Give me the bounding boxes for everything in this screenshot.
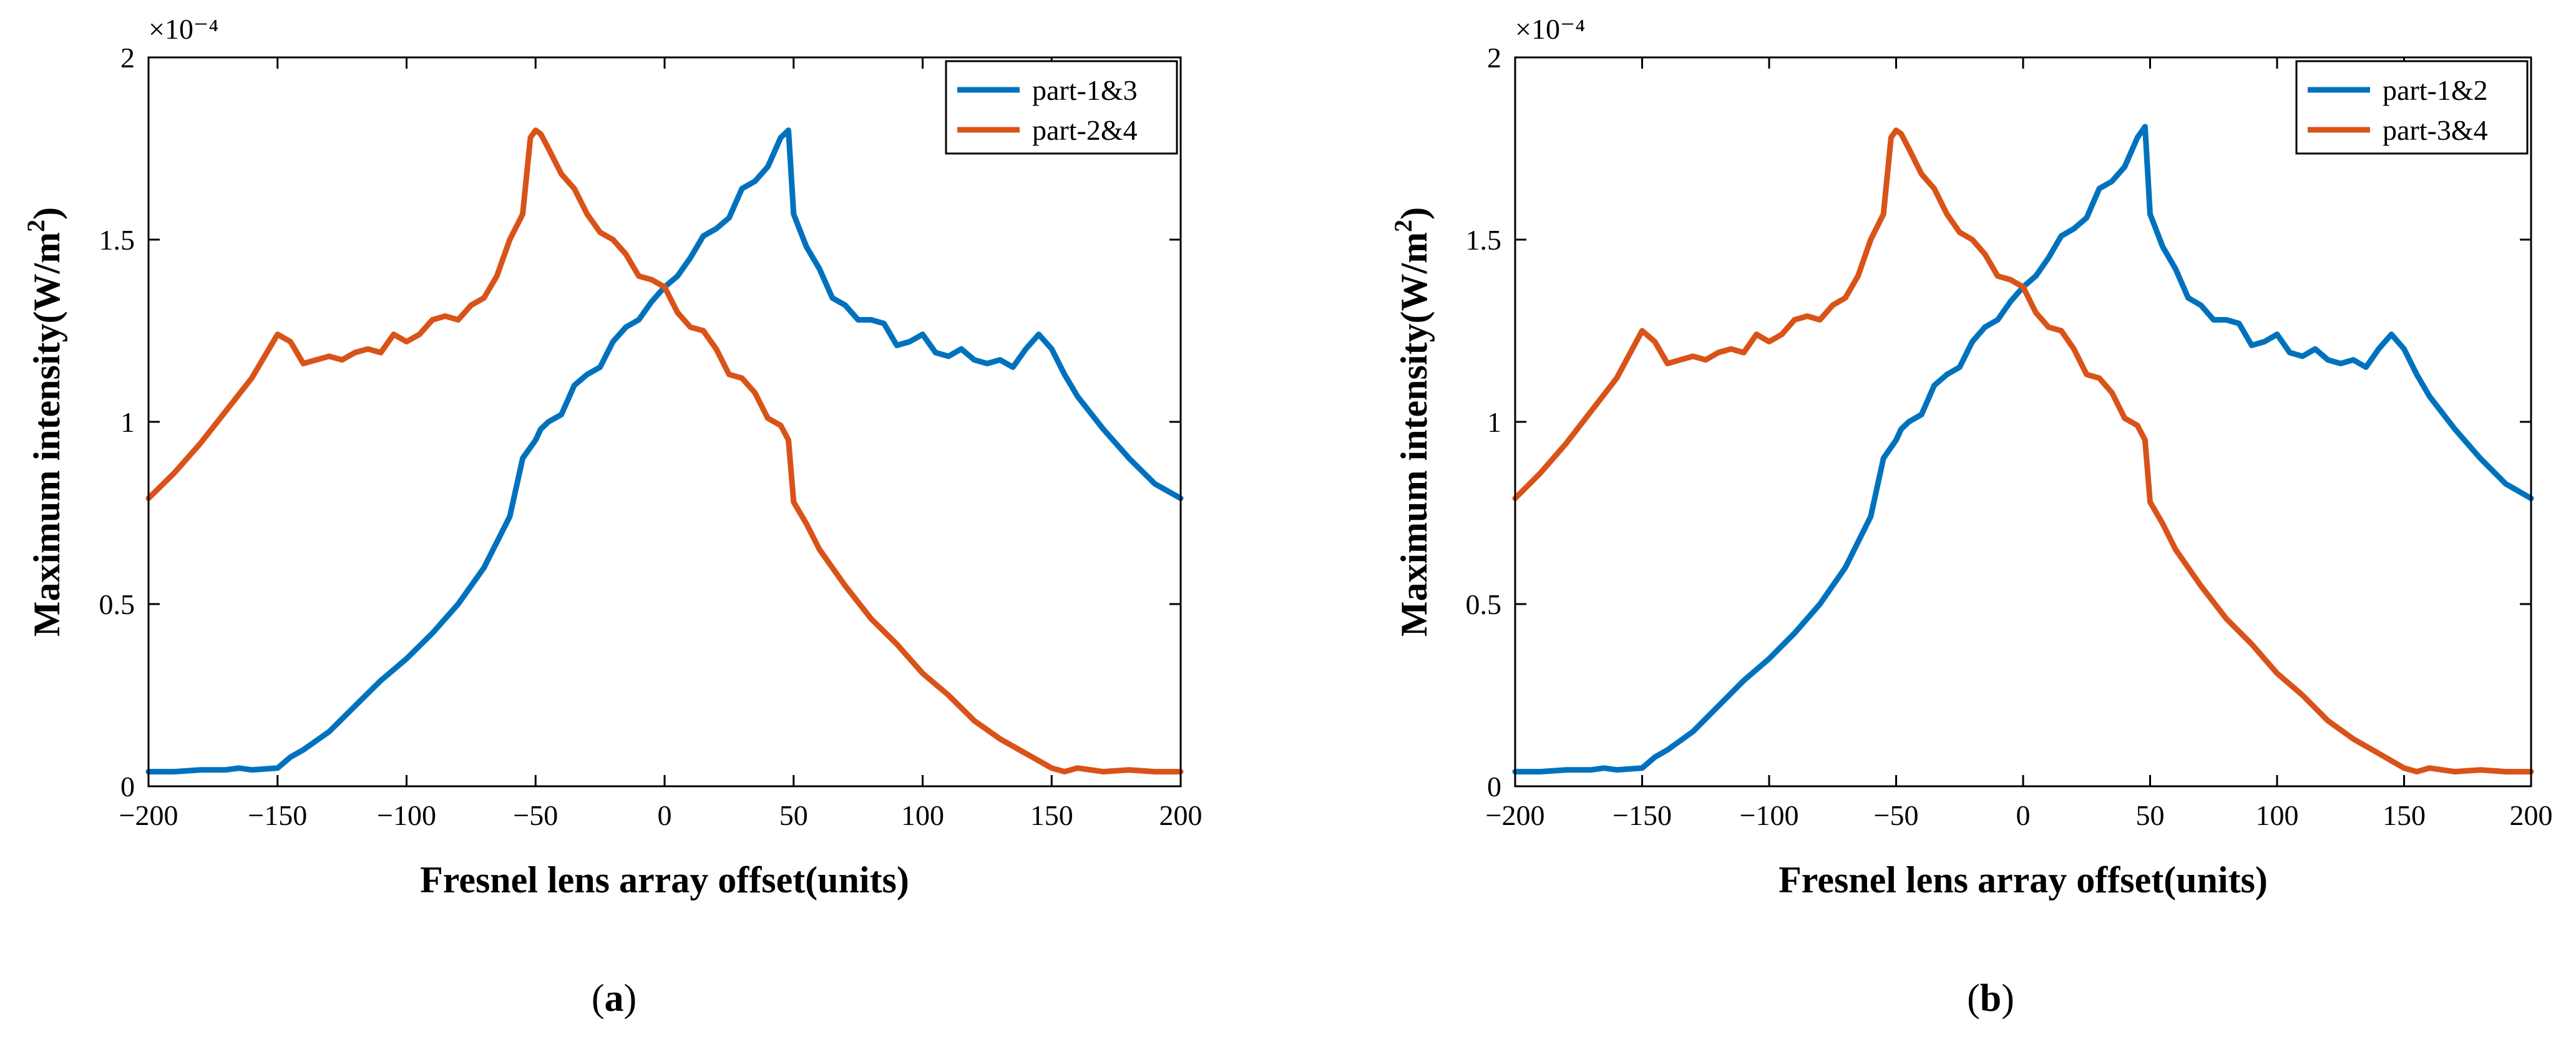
y-axis-title: Maximum intensity(W/m2) — [1389, 207, 1435, 637]
x-tick-label: 50 — [2136, 799, 2165, 831]
legend: part-1&2 part-3&4 — [2295, 60, 2529, 155]
chart-panel-b: −200 −150 −100 −50 0 50 100 150 200 0 0.5 1 1.5 2 ×10⁻… — [1389, 13, 2553, 1020]
legend-label-2: part-3&4 — [2383, 114, 2488, 146]
x-tick-label: 150 — [2383, 799, 2426, 831]
y-exponent-label: ×10⁻⁴ — [149, 13, 218, 45]
axes-frame — [1514, 56, 2532, 788]
legend-box — [2295, 60, 2529, 155]
series-line-2 — [1512, 127, 2534, 775]
x-tick-label: 100 — [901, 799, 944, 831]
legend: part-1&3 part-2&4 — [945, 60, 1178, 155]
axes-frame — [147, 56, 1182, 788]
legend-label-1: part-1&2 — [2383, 74, 2488, 106]
series-line-1 — [1512, 124, 2534, 775]
x-tick-label: 150 — [1030, 799, 1073, 831]
y-tick-label: 0 — [1487, 771, 1501, 803]
x-tick-label: −200 — [1486, 799, 1545, 831]
x-tick-label: 0 — [2016, 799, 2031, 831]
legend-box — [945, 60, 1178, 155]
y-exponent-label: ×10⁻⁴ — [1515, 13, 1585, 45]
x-tick-label: 100 — [2256, 799, 2299, 831]
y-tick-label: 1.5 — [1466, 224, 1502, 256]
x-tick-label: −150 — [248, 799, 307, 831]
y-tick-label: 0 — [120, 771, 135, 803]
y-tick-label: 1 — [120, 406, 135, 438]
x-axis-title: Fresnel lens array offset(units) — [420, 859, 909, 900]
x-tick-label: −50 — [1874, 799, 1919, 831]
panel-label-a: (a) — [592, 977, 637, 1020]
x-tick-label: −100 — [377, 799, 436, 831]
x-tick-label: −150 — [1612, 799, 1672, 831]
x-tick-label: −100 — [1740, 799, 1799, 831]
x-axis-title: Fresnel lens array offset(units) — [1778, 859, 2268, 900]
legend-label-1: part-1&3 — [1032, 74, 1138, 106]
y-tick-label: 2 — [1487, 42, 1501, 74]
x-tick-label: 0 — [658, 799, 672, 831]
y-tick-label: 1 — [1487, 406, 1501, 438]
x-tick-label: 50 — [779, 799, 808, 831]
y-tick-label: 0.5 — [99, 588, 135, 620]
y-tick-label: 0.5 — [1466, 588, 1502, 620]
series-line-2 — [145, 127, 1184, 775]
x-tick-label: 200 — [1159, 799, 1203, 831]
y-axis-title: Maximum intensity(W/m2) — [22, 207, 67, 637]
x-tick-label: −50 — [513, 799, 558, 831]
y-tick-label: 2 — [120, 42, 135, 74]
series-line-1 — [145, 127, 1184, 775]
y-tick-label: 1.5 — [99, 224, 135, 256]
legend-label-2: part-2&4 — [1032, 114, 1138, 146]
x-tick-label: 200 — [2510, 799, 2553, 831]
chart-panel-a: −200 −150 −100 −50 0 50 100 150 200 0 0.5 1 1.5 2 ×10⁻… — [22, 13, 1203, 1020]
panel-label-b: (b) — [1967, 977, 2014, 1020]
x-tick-label: −200 — [119, 799, 178, 831]
